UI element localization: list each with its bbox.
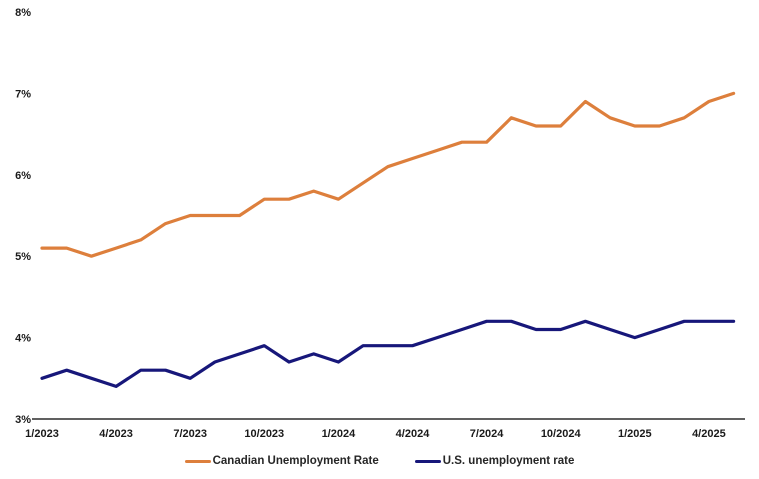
x-tick-label: 4/2024 <box>396 428 431 440</box>
legend-label-canadian: Canadian Unemployment Rate <box>212 455 379 467</box>
y-tick-label: 3% <box>15 414 31 426</box>
legend-item-us-unemployment: U.S. unemployment rate <box>414 455 575 467</box>
x-tick-label: 10/2023 <box>244 428 284 440</box>
x-tick-label: 1/2025 <box>618 428 652 440</box>
x-tick-label: 10/2024 <box>541 428 582 440</box>
us-unemployment-line <box>40 319 736 388</box>
legend-label-us: U.S. unemployment rate <box>442 455 575 467</box>
y-tick-label: 8% <box>15 7 31 19</box>
y-tick-label: 5% <box>15 251 31 263</box>
legend-line-swatch-us <box>414 459 441 463</box>
canadian-unemployment-line <box>40 91 736 258</box>
chart-legend: Canadian Unemployment Rate U.S. unemploy… <box>0 455 759 467</box>
x-tick-label: 1/2024 <box>322 428 357 440</box>
y-tick-label: 4% <box>15 333 31 345</box>
x-tick-label: 4/2023 <box>99 428 133 440</box>
x-tick-label: 7/2023 <box>173 428 207 440</box>
y-tick-label: 7% <box>15 88 31 100</box>
legend-item-canadian-unemployment: Canadian Unemployment Rate <box>184 455 379 467</box>
legend-line-swatch-canadian <box>184 459 211 463</box>
x-tick-label: 7/2024 <box>470 428 505 440</box>
x-tick-label: 4/2025 <box>692 428 726 440</box>
y-tick-label: 6% <box>15 170 31 182</box>
x-tick-label: 1/2023 <box>25 428 59 440</box>
